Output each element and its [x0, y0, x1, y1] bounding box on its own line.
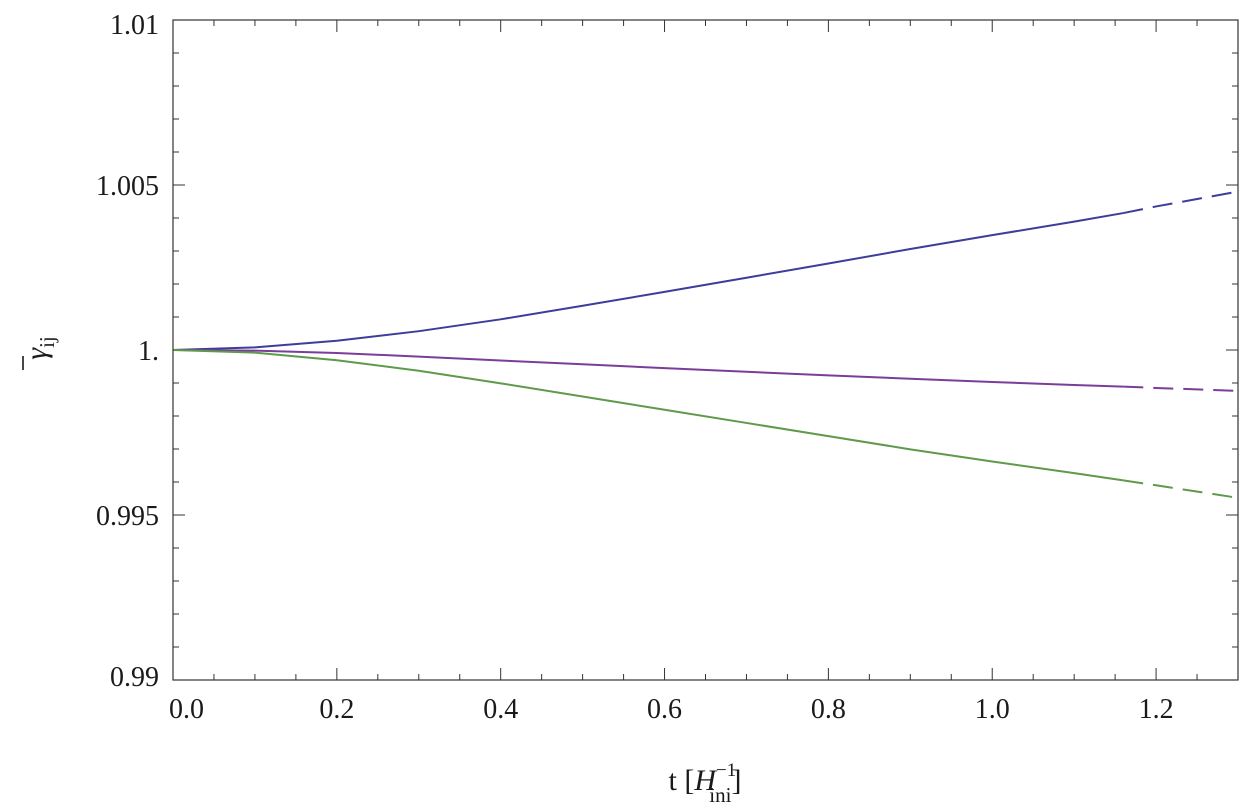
- x-axis-label: t [H−1 ini]: [669, 760, 742, 807]
- series-2-dashed-line: [1123, 385, 1239, 392]
- x-tick-label: 1.0: [975, 694, 1010, 725]
- y-tick-label: 1.01: [110, 10, 159, 41]
- axis-ticks: [172, 19, 1239, 681]
- tick-labels: 0.0 0.2 0.4 0.6 0.8 1.0 1.2 0.99 0.995 1. 1.005 1.0…: [96, 10, 1174, 725]
- series-3-solid-line: [172, 349, 1124, 482]
- y-axis-label-subscript: ij: [35, 336, 59, 348]
- x-axis-label-superscript: −1: [716, 760, 736, 781]
- plot-frame: [172, 19, 1239, 681]
- x-tick-label: 0.4: [483, 694, 518, 725]
- x-tick-label: 0.6: [647, 694, 682, 725]
- y-tick-label: 1.005: [96, 171, 159, 202]
- x-axis-label-prefix: t [: [669, 764, 695, 797]
- y-tick-label: 0.995: [96, 501, 159, 532]
- x-tick-label: 0.8: [811, 694, 846, 725]
- x-tick-label: 1.2: [1139, 694, 1174, 725]
- plot-series: [172, 190, 1239, 499]
- series-1-solid-line: [172, 212, 1124, 351]
- series-1-dashed-line: [1123, 190, 1239, 215]
- x-tick-label: 0.2: [319, 694, 354, 725]
- x-axis-label-symbol: H: [693, 764, 718, 797]
- y-axis-label: γij: [20, 336, 59, 370]
- series-3-dashed-line: [1123, 479, 1239, 499]
- x-axis-label-suffix: ]: [731, 764, 741, 797]
- svg-text:γij: γij: [20, 336, 59, 360]
- y-tick-label: 1.: [138, 336, 159, 367]
- y-axis-label-symbol: γ: [20, 347, 53, 360]
- x-tick-label: 0.0: [169, 694, 204, 725]
- x-axis-label-subscript: ini: [709, 783, 731, 807]
- series-2-solid-line: [172, 349, 1124, 388]
- y-tick-label: 0.99: [110, 662, 159, 693]
